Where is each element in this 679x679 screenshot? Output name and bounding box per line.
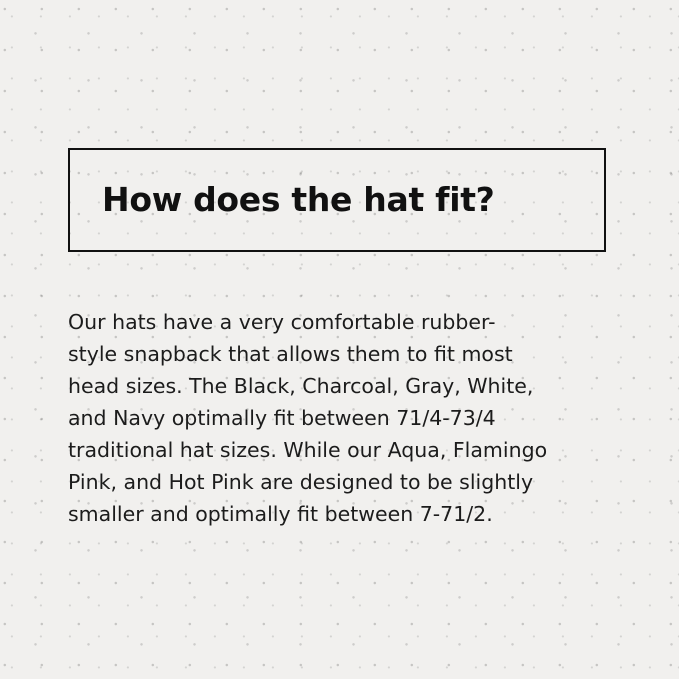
description-line: traditional hat sizes. While our Aqua, F… bbox=[68, 438, 548, 462]
description-line: style snapback that allows them to fit m… bbox=[68, 342, 513, 366]
heading-box: How does the hat fit? bbox=[68, 148, 606, 252]
heading: How does the hat fit? bbox=[102, 180, 495, 219]
description-line: Our hats have a very comfortable rubber- bbox=[68, 310, 496, 334]
description-line: smaller and optimally fit between 7-71/2… bbox=[68, 502, 493, 526]
description-line: head sizes. The Black, Charcoal, Gray, W… bbox=[68, 374, 534, 398]
description-line: and Navy optimally fit between 71/4-73/4 bbox=[68, 406, 496, 430]
description-line: Pink, and Hot Pink are designed to be sl… bbox=[68, 470, 534, 494]
fit-description: Our hats have a very comfortable rubber-… bbox=[68, 306, 547, 530]
